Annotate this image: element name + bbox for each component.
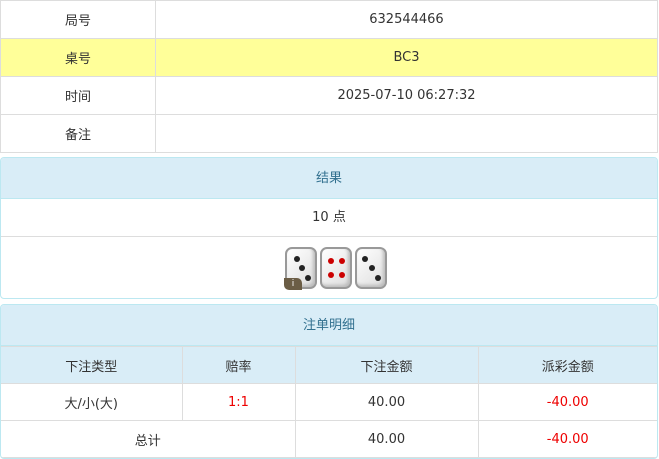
col-payout: 派彩金额 (477, 346, 657, 384)
col-odds: 赔率 (181, 346, 296, 384)
round-info-table: 局号 632544466 桌号 BC3 时间 2025-07-10 06:27:32 … (0, 0, 658, 153)
label: 备注 (0, 114, 156, 153)
bet-detail-panel: 注单明细 下注类型 赔率 下注金额 派彩金额 大/小(大) 1:1 40.00 … (0, 304, 658, 459)
time-row: 时间 2025-07-10 06:27:32 (0, 76, 658, 115)
remark (155, 114, 658, 153)
col-bet-type: 下注类型 (1, 346, 183, 384)
table-row: 大/小(大) 1:1 40.00 -40.00 (1, 383, 657, 421)
amount: 40.00 (294, 383, 479, 421)
round-id: 632544466 (155, 0, 658, 39)
table-id: BC3 (155, 38, 658, 77)
odds: 1:1 (181, 383, 296, 421)
info-icon[interactable]: i (284, 278, 302, 290)
die-icon: i (284, 247, 317, 290)
bet-table: 下注类型 赔率 下注金额 派彩金额 大/小(大) 1:1 40.00 -40.0… (1, 346, 657, 458)
remark-row: 备注 (0, 114, 658, 153)
result-points: 10 点 (1, 199, 657, 237)
bet-type: 大/小(大) (1, 383, 183, 421)
col-amount: 下注金额 (294, 346, 479, 384)
die-icon (355, 247, 387, 289)
bet-detail-title: 注单明细 (1, 305, 657, 346)
payout: -40.00 (477, 383, 657, 421)
total-label: 总计 (1, 420, 296, 458)
result-panel: 结果 10 点 i (0, 157, 658, 299)
header-row: 下注类型 赔率 下注金额 派彩金额 (1, 346, 657, 384)
label: 局号 (0, 0, 156, 39)
die-icon (320, 247, 352, 289)
time: 2025-07-10 06:27:32 (155, 76, 658, 115)
round-id-row: 局号 632544466 (0, 0, 658, 39)
table-id-row: 桌号 BC3 (0, 38, 658, 77)
result-title: 结果 (1, 158, 657, 199)
total-payout: -40.00 (477, 420, 657, 458)
total-row: 总计 40.00 -40.00 (1, 420, 657, 458)
label: 桌号 (0, 38, 156, 77)
dice-row: i (1, 237, 657, 298)
total-amount: 40.00 (294, 420, 479, 458)
label: 时间 (0, 76, 156, 115)
